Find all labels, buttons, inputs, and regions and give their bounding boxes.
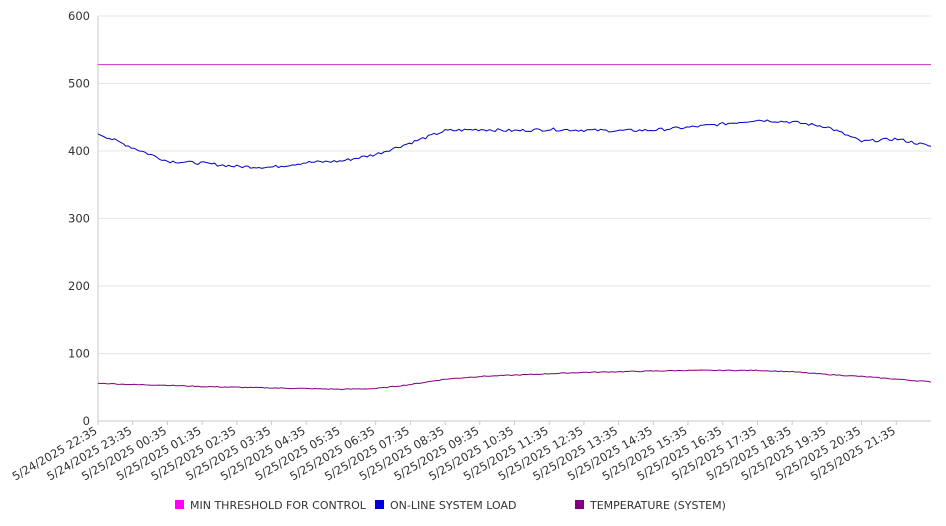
y-tick-label: 500 [68,77,90,91]
legend-swatch [175,500,184,509]
legend: MIN THRESHOLD FOR CONTROL ON-LINE SYSTEM … [175,499,726,512]
series-line-1 [97,119,932,169]
series-lines [97,64,932,391]
y-tick-label: 300 [68,212,90,226]
y-tick-label: 0 [83,414,90,428]
y-axis-ticks: 0 100 200 300 400 500 600 [68,9,90,428]
legend-label: MIN THRESHOLD FOR CONTROL [190,499,367,512]
legend-swatch [575,500,584,509]
legend-label: ON-LINE SYSTEM LOAD [390,499,516,512]
axes [97,16,931,422]
y-tick-label: 200 [68,279,90,293]
y-tick-label: 400 [68,144,90,158]
legend-swatch [375,500,384,509]
legend-label: TEMPERATURE (SYSTEM) [589,499,726,512]
gridlines [98,15,931,354]
x-axis-ticks: 5/24/2025 22:355/24/2025 23:355/25/2025 … [10,421,898,483]
y-tick-label: 600 [68,9,90,23]
series-line-2 [97,369,932,391]
y-tick-label: 100 [68,347,90,361]
